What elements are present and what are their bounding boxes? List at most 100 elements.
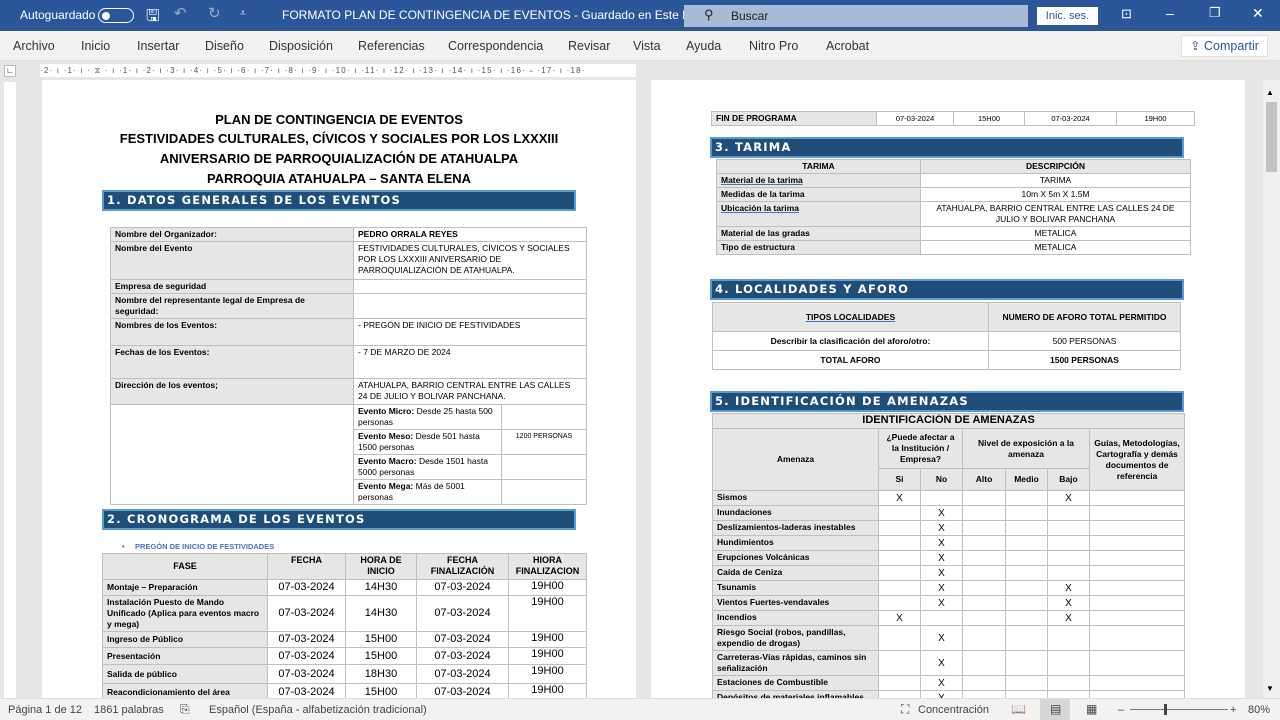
threat-mark xyxy=(878,625,921,651)
vertical-scrollbar[interactable]: ▲ ▼ xyxy=(1263,80,1280,698)
zoom-slider-thumb[interactable] xyxy=(1164,704,1167,715)
threat-mark xyxy=(1005,675,1048,691)
tab-vista[interactable]: Vista xyxy=(633,39,661,53)
header-row: Si No Alto Medio Bajo xyxy=(713,468,1185,491)
event-type-range: Más de 5001 personas xyxy=(358,481,465,502)
threat-row: Depósitos de materiales inflamables, X xyxy=(712,690,1186,700)
table-row: TOTAL AFORO 1500 PERSONAS xyxy=(712,350,1181,370)
tab-disposición[interactable]: Disposición xyxy=(269,39,333,53)
threat-mark xyxy=(878,520,921,536)
sign-in-button[interactable]: Inic. ses. xyxy=(1037,7,1098,25)
share-button[interactable]: ⇪ Compartir xyxy=(1181,35,1268,57)
schedule-value: 19H00 xyxy=(508,595,587,632)
schedule-value: 15H00 xyxy=(953,111,1025,126)
field-label: Nombre del Evento xyxy=(110,241,354,280)
field-label: Fechas de los Eventos: xyxy=(110,345,354,379)
word-count[interactable]: 1861 palabras xyxy=(94,704,164,716)
table-row: Ingreso de Público 07-03-2024 15H00 07-03-2… xyxy=(102,631,587,648)
tab-diseño[interactable]: Diseño xyxy=(205,39,244,53)
empty-cell xyxy=(110,404,354,505)
zoom-slider[interactable] xyxy=(1130,709,1228,710)
tab-referencias[interactable]: Referencias xyxy=(358,39,425,53)
redo-icon[interactable]: ↻ xyxy=(208,5,221,22)
page-count[interactable]: Página 1 de 12 xyxy=(8,704,83,716)
tab-ayuda[interactable]: Ayuda xyxy=(686,39,722,53)
autosave-toggle[interactable] xyxy=(98,8,134,23)
threat-row: Vientos Fuertes-vendavales X X xyxy=(712,595,1186,611)
language[interactable]: Español (España - alfabetización tradici… xyxy=(209,704,427,716)
tab-correspondencia[interactable]: Correspondencia xyxy=(448,39,544,53)
proofing-icon[interactable]: ⎘ xyxy=(180,702,190,716)
doc-title-line: FESTIVIDADES CULTURALES, CÍVICOS Y SOCIA… xyxy=(119,131,559,146)
horizontal-ruler[interactable]: ·2· ı ·1· ı · ⧖ · ı ·1· ı ·2· ı ·3· ı ·4… xyxy=(40,64,636,77)
minimize-icon[interactable]: – xyxy=(1166,5,1174,21)
event-type-label: Evento Macro: xyxy=(358,456,417,466)
threat-name: Erupciones Volcánicas xyxy=(712,550,879,566)
field-value: METALICA xyxy=(920,226,1191,241)
threat-mark: X xyxy=(920,595,963,611)
search-box[interactable]: ⚲ Buscar xyxy=(684,5,1028,27)
threat-mark xyxy=(1088,550,1186,566)
threat-mark xyxy=(878,675,921,691)
focus-mode[interactable]: Concentración xyxy=(918,704,989,716)
tab-revisar[interactable]: Revisar xyxy=(568,39,611,53)
event-type-label: Evento Mega: xyxy=(358,481,414,491)
threat-mark xyxy=(962,565,1006,581)
column-header: No xyxy=(920,468,963,491)
threat-mark xyxy=(1005,595,1048,611)
tab-acrobat[interactable]: Acrobat xyxy=(826,39,870,53)
focus-icon[interactable]: ⛶ xyxy=(901,702,910,716)
search-icon: ⚲ xyxy=(704,7,714,22)
threat-mark xyxy=(1005,490,1048,506)
column-header: FASE xyxy=(102,553,268,580)
table-row: Empresa de seguridad xyxy=(110,279,587,294)
ribbon-display-icon[interactable]: ⊡ xyxy=(1121,6,1132,21)
threat-mark xyxy=(878,505,921,521)
scrollbar-thumb[interactable] xyxy=(1266,102,1277,172)
zoom-in-icon[interactable]: + xyxy=(1230,704,1237,716)
threat-mark xyxy=(1088,505,1186,521)
field-value: PEDRO ORRALA REYES xyxy=(353,227,587,242)
tab-selector-icon[interactable]: ∟ xyxy=(4,65,16,77)
restore-icon[interactable]: ❐ xyxy=(1209,5,1221,20)
threat-name: Tsunamis xyxy=(712,580,879,596)
header-row: Amenaza ¿Puede afectar a la Institución /… xyxy=(712,428,1186,491)
threat-mark: X xyxy=(920,650,963,676)
undo-icon[interactable]: ↶ xyxy=(174,5,187,22)
column-header: FECHA FINALIZACIÓN xyxy=(416,553,509,580)
web-layout-icon[interactable]: ▦ xyxy=(1086,702,1098,716)
field-label: Nombre del Organizador: xyxy=(110,227,354,242)
print-layout-icon[interactable]: ▤ xyxy=(1050,702,1062,716)
tab-nitro-pro[interactable]: Nitro Pro xyxy=(749,39,799,53)
scroll-down-icon[interactable]: ▼ xyxy=(1266,684,1274,693)
customize-toolbar-icon[interactable]: ⩡ xyxy=(240,8,246,19)
event-type-row: Evento Micro: Desde 25 hasta 500 persona… xyxy=(110,404,587,505)
save-icon[interactable]: 🖫 xyxy=(146,8,160,25)
vertical-ruler[interactable] xyxy=(4,82,16,698)
read-mode-icon[interactable]: 📖 xyxy=(1011,702,1026,716)
print-layout-button[interactable] xyxy=(1040,699,1070,720)
tab-insertar[interactable]: Insertar xyxy=(137,39,180,53)
zoom-out-icon[interactable]: – xyxy=(1118,704,1125,716)
doc-title-line: PLAN DE CONTINGENCIA DE EVENTOS xyxy=(215,112,463,127)
zoom-level[interactable]: 80% xyxy=(1248,704,1271,716)
threat-mark: X xyxy=(920,535,963,551)
tab-archivo[interactable]: Archivo xyxy=(13,39,55,53)
field-value: 500 PERSONAS xyxy=(988,331,1181,351)
threat-mark xyxy=(962,490,1006,506)
share-icon: ⇪ xyxy=(1190,39,1205,53)
column-header: TARIMA xyxy=(716,159,921,174)
threat-mark xyxy=(1005,565,1048,581)
tab-inicio[interactable]: Inicio xyxy=(81,39,111,53)
threat-mark xyxy=(962,625,1006,651)
field-label: Dirección de los eventos; xyxy=(110,378,354,405)
threat-mark xyxy=(962,535,1006,551)
threat-mark xyxy=(1088,520,1186,536)
field-value: FESTIVIDADES CULTURALES, CÍVICOS Y SOCIA… xyxy=(353,241,587,280)
document-title-area[interactable]: FORMATO PLAN DE CONTINGENCIA DE EVENTOS … xyxy=(282,8,708,22)
threat-name: Estaciones de Combustible xyxy=(712,675,879,691)
scroll-up-icon[interactable]: ▲ xyxy=(1266,88,1274,97)
close-icon[interactable]: ✕ xyxy=(1252,5,1264,21)
threat-name: Incendios xyxy=(712,610,879,626)
table-row: Nombres de los Eventos: - PREGÓN DE INICI… xyxy=(110,318,587,346)
